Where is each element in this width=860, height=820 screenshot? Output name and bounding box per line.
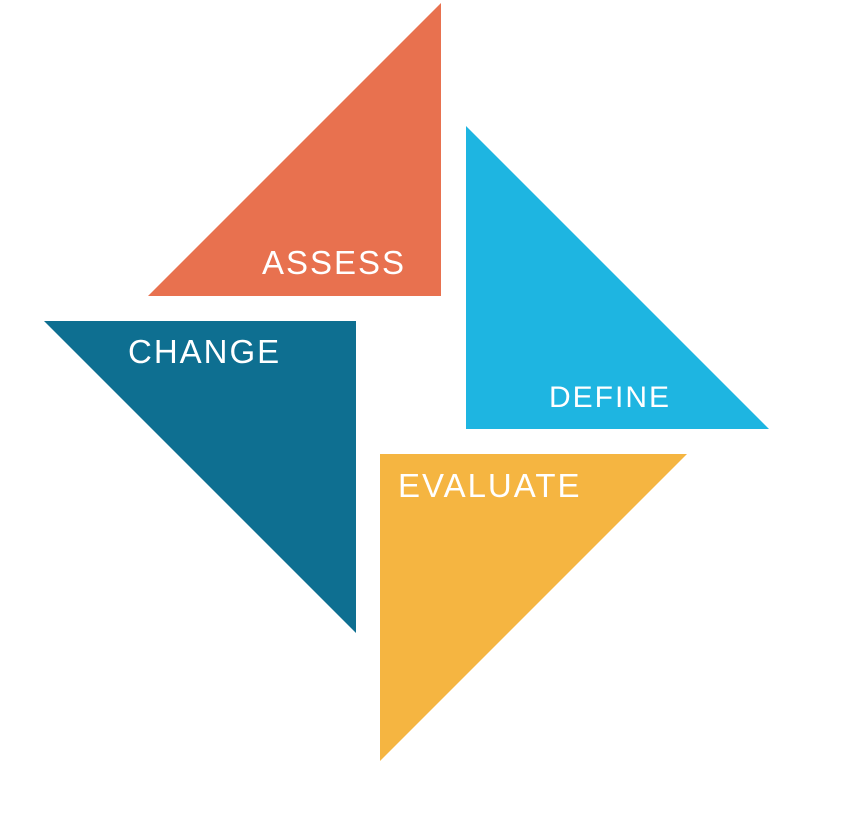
diagram-stage: ASSESS DEFINE EVALUATE CHANGE [0, 0, 860, 815]
label-define: DEFINE [549, 381, 671, 415]
triangles-svg [0, 0, 860, 815]
label-assess: ASSESS [262, 244, 406, 282]
label-change: CHANGE [128, 333, 281, 371]
label-evaluate: EVALUATE [398, 467, 582, 505]
